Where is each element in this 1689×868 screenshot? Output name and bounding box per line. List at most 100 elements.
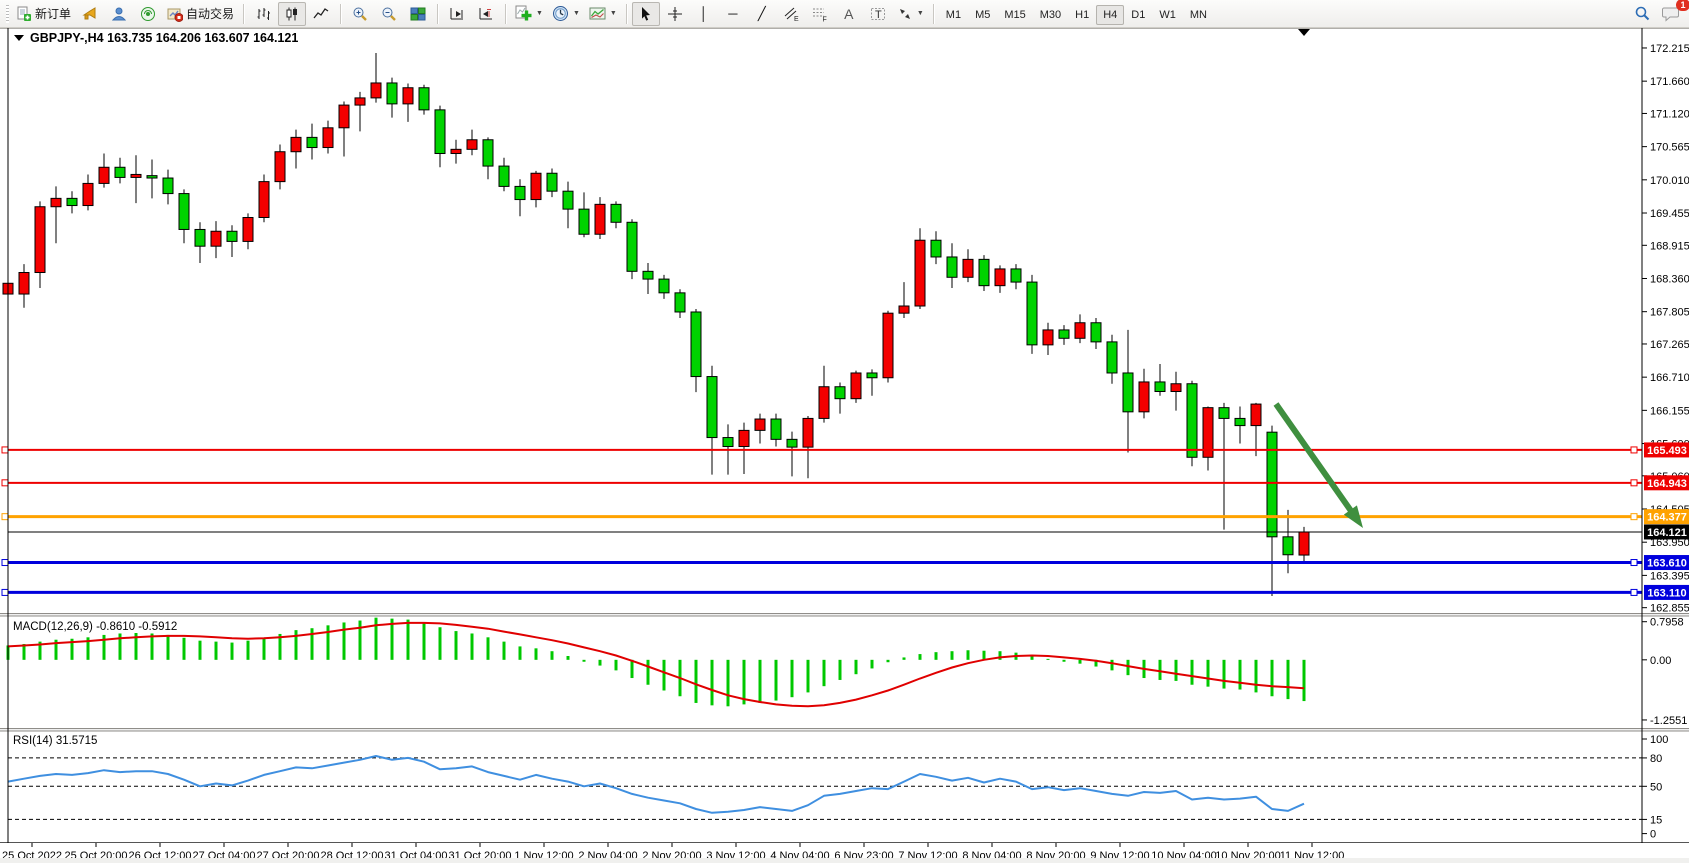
separator <box>932 3 934 24</box>
hline-right-handle[interactable] <box>1630 588 1638 596</box>
zoom-out-button[interactable] <box>375 2 403 26</box>
chart-background <box>0 28 1689 863</box>
candle <box>194 228 206 247</box>
trend-arrow-shaft[interactable] <box>1273 402 1356 515</box>
dropdown-caret: ▼ <box>916 10 924 17</box>
one-click-trading-arrow[interactable] <box>14 35 24 41</box>
hline-left-handle[interactable] <box>1 513 9 521</box>
hline-right-handle[interactable] <box>1630 513 1638 521</box>
macd-histogram-bar <box>518 646 522 660</box>
hline-right-handle[interactable] <box>1630 446 1638 454</box>
macd-label: MACD(12,26,9) -0.8610 -0.5912 <box>13 621 177 633</box>
candle <box>418 87 430 111</box>
candle <box>706 376 718 439</box>
cursor-button[interactable] <box>631 1 660 26</box>
timeframe-H4[interactable]: H4 <box>1096 4 1125 25</box>
text-button[interactable]: A <box>835 2 863 26</box>
search-icon <box>1635 6 1649 21</box>
pane-divider[interactable] <box>0 728 1689 732</box>
price-tag-label: 163.110 <box>1647 587 1686 599</box>
text-label-button[interactable]: T <box>864 2 892 26</box>
candle <box>626 221 638 272</box>
text-label-icon: T <box>870 7 885 21</box>
timeframe-M5[interactable]: M5 <box>975 8 991 21</box>
candle <box>98 166 110 184</box>
profile-button[interactable] <box>105 2 133 26</box>
chat-button[interactable]: 1 <box>1657 0 1689 26</box>
timeframe-H1[interactable]: H1 <box>1075 8 1090 21</box>
candle <box>50 197 62 208</box>
crosshair-icon <box>667 6 682 21</box>
macd-signal-line <box>7 621 1305 708</box>
candle <box>130 173 142 178</box>
macd-histogram-bar <box>134 633 138 660</box>
autotrading-button[interactable]: 自动交易 <box>163 2 238 26</box>
macd-histogram-bar <box>262 637 266 660</box>
timeframe-M1[interactable]: M1 <box>945 8 962 21</box>
timeframe-M30[interactable]: M30 <box>1039 8 1062 21</box>
vertical-line-button[interactable]: │ <box>690 2 718 26</box>
macd-histogram-bar <box>598 659 602 666</box>
candle <box>882 312 894 379</box>
line-chart-button[interactable] <box>307 2 335 26</box>
horn-button[interactable] <box>76 2 104 26</box>
price-tag-label: 164.943 <box>1647 478 1687 490</box>
trend-arrow-head[interactable] <box>1343 505 1363 528</box>
indicators-button[interactable]: ▼ <box>511 2 547 26</box>
signal-icon <box>141 6 156 21</box>
price-tick-label: 171.120 <box>1650 108 1689 120</box>
fibonacci-button[interactable]: F <box>806 2 834 26</box>
pane-divider[interactable] <box>0 613 1689 617</box>
arrows-button[interactable]: ▼ <box>893 2 928 26</box>
svg-text:T: T <box>875 9 882 21</box>
macd-histogram-bar <box>70 638 74 660</box>
chart-canvas[interactable]: 172.215 171.660 171.120 170.565 170.010 169.4… <box>0 28 1689 863</box>
dropdown-caret: ▼ <box>536 10 543 17</box>
hline-left-handle[interactable] <box>1 479 9 487</box>
macd-histogram-bar <box>1302 659 1306 702</box>
trendline-button[interactable]: ╱ <box>748 2 776 26</box>
rsi-tick-label: 0 <box>1650 829 1656 841</box>
equidistant-channel-icon: E <box>784 7 799 22</box>
macd-histogram-bar <box>886 659 890 663</box>
tile-windows-button[interactable] <box>404 2 432 26</box>
hline-left-handle[interactable] <box>1 588 9 596</box>
crosshair-button[interactable] <box>661 2 689 26</box>
new-order-button[interactable]: 新订单 <box>12 2 75 26</box>
chart-window[interactable]: 172.215 171.660 171.120 170.565 170.010 169.4… <box>0 28 1689 863</box>
hline-right-handle[interactable] <box>1630 559 1638 567</box>
macd-histogram-bar <box>86 637 90 660</box>
horizontal-line-button[interactable]: ─ <box>719 2 747 26</box>
bar-chart-button[interactable] <box>249 2 277 26</box>
auto-scroll-button[interactable] <box>443 2 471 26</box>
hline-left-handle[interactable] <box>1 446 9 454</box>
candle <box>466 139 478 150</box>
candle <box>802 417 814 448</box>
chart-shift-button[interactable] <box>472 2 500 26</box>
candle <box>914 239 926 307</box>
macd-histogram-bar <box>118 633 122 660</box>
hline-left-handle[interactable] <box>1 559 9 567</box>
candlestick-chart-button[interactable] <box>278 1 307 26</box>
timeframe-M15[interactable]: M15 <box>1004 8 1026 21</box>
timeframe-MN[interactable]: MN <box>1189 8 1207 21</box>
zoom-in-button[interactable] <box>346 2 374 26</box>
price-tick-label: 172.215 <box>1650 43 1689 55</box>
timeframe-W1[interactable]: W1 <box>1159 8 1176 21</box>
chart-shift-marker[interactable] <box>1298 29 1310 36</box>
candle <box>1010 268 1022 283</box>
macd-histogram-bar <box>758 659 762 703</box>
macd-histogram-bar <box>918 654 922 660</box>
price-tag <box>1644 475 1689 491</box>
equidistant-channel-button[interactable]: E <box>777 2 805 26</box>
macd-histogram-bar <box>982 650 986 660</box>
signal-button[interactable] <box>134 2 162 26</box>
auto-scroll-icon <box>450 7 464 19</box>
search-button[interactable] <box>1628 2 1656 26</box>
periods-button[interactable]: ▼ <box>548 2 584 26</box>
templates-button[interactable]: ▼ <box>585 2 621 26</box>
bar-chart-icon <box>257 7 271 20</box>
macd-histogram-bar <box>822 659 826 687</box>
hline-right-handle[interactable] <box>1630 479 1638 487</box>
timeframe-D1[interactable]: D1 <box>1131 8 1146 21</box>
